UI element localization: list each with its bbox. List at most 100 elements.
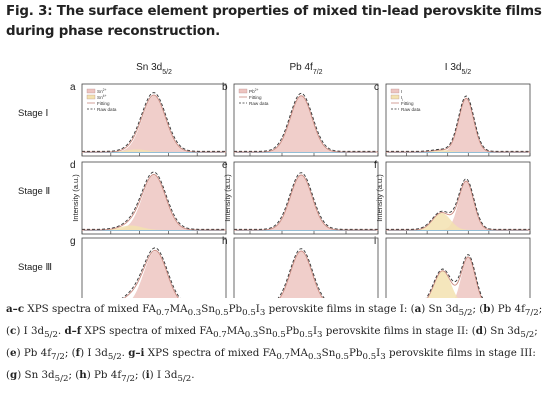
- panel-frame: [385, 83, 531, 157]
- legend-label: Fitting: [401, 101, 414, 106]
- formula-part: MA: [226, 325, 245, 338]
- caption-sub: 7/2: [51, 352, 65, 363]
- formula-sub: 0.5: [335, 352, 349, 363]
- fitting-line: [234, 95, 378, 153]
- formula-sub: 0.5: [272, 330, 286, 341]
- caption-text: perovskite films in stage I: (: [265, 303, 415, 315]
- formula-part: Sn: [321, 347, 336, 360]
- legend-swatch: [390, 88, 400, 94]
- caption-text: ) Pb 4f: [16, 347, 52, 360]
- caption-panel-range: a–c: [6, 303, 25, 315]
- raw-data-line: [82, 92, 226, 152]
- component-I-area: [454, 257, 482, 298]
- formula-sub: 3: [259, 308, 266, 319]
- fitting-line: [82, 173, 226, 231]
- caption-panel-ref: e: [10, 347, 17, 360]
- caption-sub: 5/2: [458, 308, 473, 319]
- caption-text: ) Pb 4f: [490, 303, 525, 315]
- y-axis-label: Intensity (a.u.): [375, 174, 384, 222]
- fitting-line: [82, 94, 226, 153]
- caption-text: XPS spectra of mixed: [81, 325, 200, 338]
- panel-letter: e: [222, 160, 228, 171]
- caption-sub: 5/2: [44, 330, 58, 341]
- caption-text: ) I 3d: [16, 325, 45, 338]
- panel-frame: [385, 161, 531, 235]
- fitting-line: [123, 249, 179, 298]
- formula-sub: 0.7: [213, 330, 227, 341]
- panel-f: f: [374, 160, 531, 235]
- component-Sn4-area: [82, 225, 226, 230]
- fitting-line: [386, 97, 530, 153]
- legend-label: Sn4+: [97, 94, 107, 100]
- caption-formula: FA0.7MA0.3Sn0.5Pb0.5I3: [142, 303, 266, 319]
- caption-panel-ref: f: [75, 347, 81, 360]
- legend-label: Fitting: [249, 95, 262, 100]
- caption-panel-ref: i: [145, 369, 150, 382]
- raw-data-line: [386, 95, 530, 152]
- caption-sep: .: [57, 325, 65, 338]
- formula-sub: 0.5: [299, 330, 313, 341]
- raw-data-line: [386, 178, 530, 230]
- legend-label: Sn2+: [97, 88, 107, 94]
- panel-letter: a: [70, 82, 76, 93]
- column-header-pb: Pb 4f7/2: [289, 62, 322, 76]
- caption-panel-ref: d: [475, 325, 483, 338]
- formula-part: FA: [199, 325, 214, 338]
- component-Pb2-area: [234, 174, 378, 230]
- panel-frame: [233, 237, 379, 298]
- caption-panel-ref: g: [10, 369, 18, 382]
- panel-letter: d: [70, 160, 76, 171]
- xps-figure: Sn 3d5/2 Pb 4f7/2 I 3d5/2 Stage Ⅰ Stage Ⅱ Sta…: [18, 62, 531, 298]
- caption-text: XPS spectra of mixed: [144, 347, 263, 360]
- caption-panel-ref: b: [483, 303, 491, 315]
- panel-g: g489488487486485484Binding energy (eV): [70, 236, 227, 298]
- caption-sep: ; (: [68, 369, 80, 382]
- panel-letter: c: [374, 82, 379, 93]
- caption-formula: FA0.7MA0.3Sn0.5Pb0.5I3: [262, 347, 386, 363]
- formula-sub: 0.5: [242, 308, 256, 319]
- formula-sub: 3: [380, 352, 386, 363]
- legend-swatch: [86, 94, 96, 100]
- raw-data-line: [121, 247, 181, 298]
- component-Pb2-area: [279, 250, 323, 298]
- formula-sub: 0.3: [187, 308, 202, 319]
- formula-sub: 0.5: [214, 308, 229, 319]
- caption-text: XPS spectra of mixed: [24, 303, 143, 315]
- formula-part: FA: [262, 347, 277, 360]
- fitting-line: [386, 180, 530, 231]
- panel-letter: b: [222, 82, 228, 93]
- component-I-area: [386, 181, 530, 230]
- panel-i: i623622621620619618617616Binding energy …: [374, 236, 531, 298]
- legend-label: Raw data: [97, 107, 117, 112]
- formula-sub: 0.3: [244, 330, 259, 341]
- caption-text: perovskite films in stage II: (: [322, 325, 476, 338]
- formula-sub: 0.7: [155, 308, 170, 319]
- panel-frame: [81, 161, 227, 235]
- formula-sub: 0.7: [276, 352, 290, 363]
- caption-text: ) I 3d: [80, 347, 108, 360]
- caption-sub: 5/2: [177, 374, 192, 385]
- caption-panel-ref: c: [10, 325, 17, 338]
- panel-letter: g: [70, 236, 76, 247]
- formula-sub: 0.5: [362, 352, 377, 363]
- formula-part: Sn: [258, 325, 273, 338]
- formula-sub: 0.3: [307, 352, 322, 363]
- legend-label: Ii: [401, 95, 403, 102]
- caption-sep: .: [121, 347, 129, 360]
- caption-formula: FA0.7MA0.3Sn0.5Pb0.5I3: [199, 325, 322, 341]
- component-Sn2-area: [82, 95, 226, 152]
- caption-text: ) Sn 3d: [483, 325, 521, 338]
- y-axis-label: Intensity (a.u.): [71, 174, 80, 222]
- legend-label: Raw data: [401, 107, 421, 112]
- fitting-line: [279, 250, 324, 298]
- column-header-i: I 3d5/2: [445, 62, 472, 76]
- figure-caption: a–c XPS spectra of mixed FA0.7MA0.3Sn0.5…: [6, 300, 551, 388]
- panel-frame: [385, 237, 531, 298]
- panel-e: e: [222, 160, 379, 235]
- legend-swatch: [86, 88, 96, 94]
- panel-letter: f: [374, 160, 377, 171]
- caption-sep: ; (: [64, 347, 76, 360]
- component-Ii-area: [427, 270, 458, 298]
